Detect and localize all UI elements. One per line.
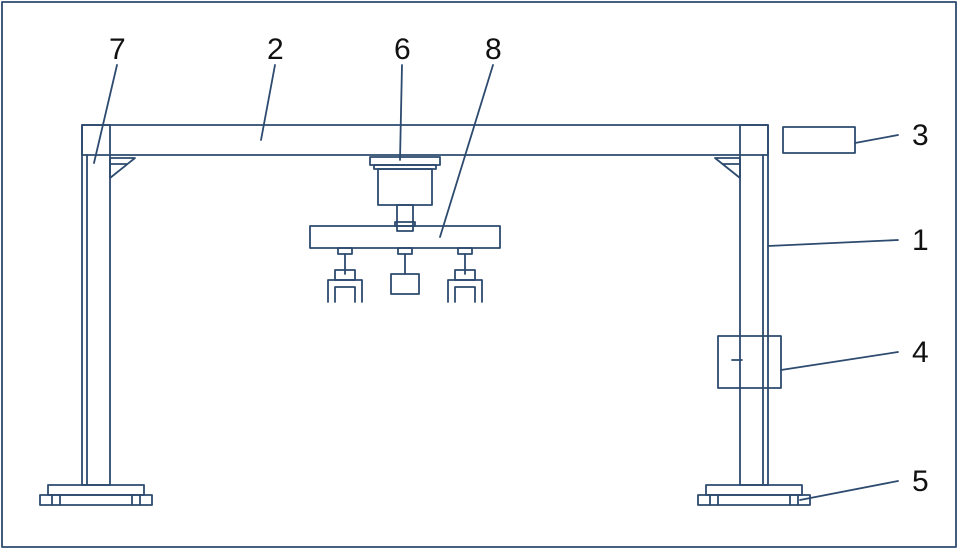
label-6: 6 [394, 33, 411, 66]
leader-7 [94, 65, 117, 163]
bracket-outer [448, 280, 482, 302]
carriage-flange-top [370, 157, 440, 165]
frame-border [2, 2, 956, 547]
carriage-rod [397, 205, 413, 231]
base-left-plate-bot [40, 495, 152, 505]
label-1: 1 [912, 224, 929, 257]
carriage-body [378, 169, 432, 205]
bracket-inner [455, 287, 475, 302]
leader-3 [855, 135, 898, 143]
gusset-left [110, 158, 135, 178]
motor-box [783, 127, 855, 153]
leader-4 [781, 352, 898, 370]
base-right-plate-bot [698, 495, 810, 505]
leader-8 [440, 65, 493, 237]
leader-2 [261, 65, 275, 140]
bracket-inner [335, 287, 355, 302]
tool-bar [310, 226, 500, 248]
leader-1 [768, 240, 898, 246]
hanger-center-box [391, 274, 419, 294]
bracket-outer [328, 280, 362, 302]
leader-6 [400, 65, 402, 160]
beam [82, 125, 768, 155]
label-8: 8 [485, 33, 502, 66]
label-2: 2 [267, 33, 284, 66]
label-7: 7 [109, 33, 126, 66]
gusset-right [715, 158, 740, 178]
label-4: 4 [912, 336, 929, 369]
diagram-root: 7 2 6 8 3 1 4 5 [0, 0, 958, 549]
tool-bar-joint-top [395, 222, 415, 226]
label-3: 3 [912, 119, 929, 152]
control-box [718, 336, 781, 388]
leader-5 [800, 481, 898, 500]
base-right-plate-top [706, 485, 802, 495]
label-5: 5 [912, 465, 929, 498]
base-left-plate-top [48, 485, 144, 495]
